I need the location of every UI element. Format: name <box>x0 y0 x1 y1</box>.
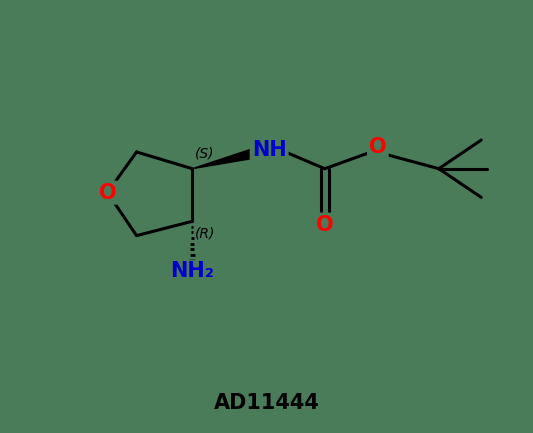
Text: NH₂: NH₂ <box>171 262 214 281</box>
Text: AD11444: AD11444 <box>214 393 319 413</box>
Text: NH: NH <box>252 139 287 160</box>
Text: O: O <box>99 183 116 203</box>
Text: (R): (R) <box>195 226 215 240</box>
Text: O: O <box>316 215 334 235</box>
Text: O: O <box>369 137 386 157</box>
Polygon shape <box>192 147 261 169</box>
Text: (S): (S) <box>195 146 214 160</box>
